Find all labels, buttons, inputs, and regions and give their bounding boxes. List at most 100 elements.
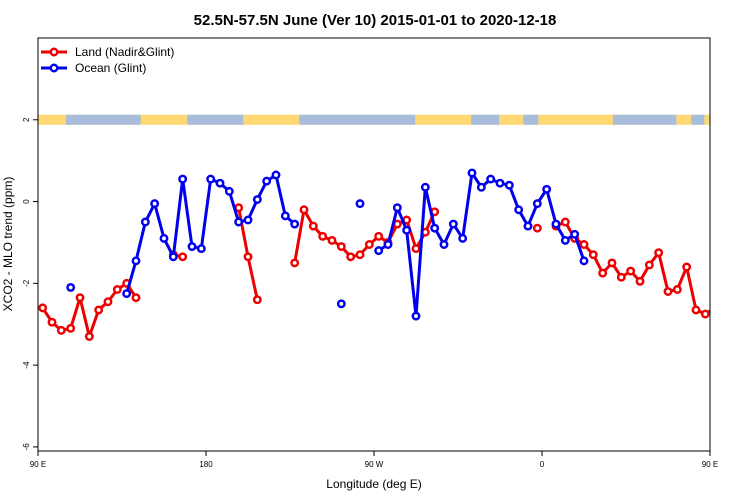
data-point xyxy=(364,240,374,249)
legend-marker xyxy=(49,63,59,73)
ocean-mask-segment xyxy=(691,114,705,125)
ocean-mask-segment xyxy=(66,114,141,125)
data-point xyxy=(262,176,272,186)
data-point xyxy=(551,219,561,229)
data-point xyxy=(374,246,384,256)
ocean-mask-segment xyxy=(727,115,750,125)
data-point xyxy=(411,244,421,254)
x-tick-label: 0 xyxy=(540,460,545,469)
x-axis-label: Longitude (deg E) xyxy=(326,477,421,491)
data-point xyxy=(682,262,692,272)
data-point xyxy=(514,205,524,215)
data-point xyxy=(308,221,318,231)
x-axis: 90 E 180 90 W 0 90 E xyxy=(30,451,718,469)
data-point xyxy=(66,323,76,333)
series-land-nadir-glint xyxy=(38,203,745,341)
land-ocean-mask xyxy=(38,114,750,125)
data-point xyxy=(467,168,477,178)
data-point xyxy=(252,295,262,305)
data-point xyxy=(271,170,281,180)
legend-item: Ocean (Glint) xyxy=(41,61,146,75)
x-tick-label: 180 xyxy=(199,460,213,469)
series-line xyxy=(555,220,710,316)
ocean-mask-segment xyxy=(471,114,500,125)
data-point xyxy=(532,223,542,233)
legend: Land (Nadir&Glint) Ocean (Glint) xyxy=(41,45,174,75)
data-point xyxy=(644,260,654,270)
data-point xyxy=(504,180,514,190)
data-point xyxy=(448,219,458,229)
data-point xyxy=(458,233,468,243)
data-point xyxy=(616,272,626,282)
data-point xyxy=(439,240,449,249)
data-point xyxy=(588,250,598,260)
series-line xyxy=(293,208,437,264)
series-line xyxy=(41,281,138,339)
series-line xyxy=(377,171,586,318)
data-point xyxy=(252,195,262,204)
y-axis: -6 -4 -2 0 2 xyxy=(22,117,38,450)
data-point xyxy=(178,252,188,262)
data-point xyxy=(84,332,94,341)
data-point xyxy=(243,252,253,262)
series-line xyxy=(125,173,296,294)
data-point xyxy=(75,293,85,303)
data-point xyxy=(700,309,710,319)
data-point xyxy=(532,199,542,209)
data-point xyxy=(654,248,664,258)
data-point xyxy=(103,297,113,307)
data-point xyxy=(411,311,421,321)
data-point xyxy=(187,242,197,251)
data-point xyxy=(402,225,412,235)
data-point xyxy=(739,325,745,331)
data-point xyxy=(122,289,132,299)
data-point xyxy=(486,174,496,184)
y-axis-label: XCO2 - MLO trend (ppm) xyxy=(1,177,15,312)
data-point xyxy=(290,258,300,268)
data-point xyxy=(327,235,337,245)
x-tick-label: 90 E xyxy=(702,460,718,469)
data-point xyxy=(579,256,589,266)
data-point xyxy=(523,221,533,231)
data-point xyxy=(626,266,636,276)
data-point xyxy=(66,282,76,292)
y-tick-label: -4 xyxy=(22,361,31,369)
data-point xyxy=(168,252,178,262)
data-point xyxy=(290,219,300,229)
data-point xyxy=(374,231,384,241)
data-point xyxy=(495,178,505,188)
data-point xyxy=(318,231,328,241)
data-point xyxy=(336,242,346,251)
x-tick-label: 90 E xyxy=(30,460,46,469)
data-point xyxy=(430,223,440,233)
data-point xyxy=(224,186,234,196)
legend-item: Land (Nadir&Glint) xyxy=(41,45,174,59)
data-point xyxy=(150,199,160,209)
data-point xyxy=(234,217,244,227)
data-point xyxy=(721,319,727,325)
data-point xyxy=(56,325,66,335)
data-point xyxy=(178,174,188,184)
data-point xyxy=(739,284,745,290)
data-point xyxy=(131,293,141,303)
legend-label: Land (Nadir&Glint) xyxy=(75,45,174,59)
data-point xyxy=(635,276,645,286)
data-point xyxy=(542,184,552,194)
data-point xyxy=(215,178,225,188)
data-point xyxy=(94,305,104,315)
legend-marker xyxy=(49,47,59,57)
data-point xyxy=(711,305,717,311)
data-point xyxy=(140,217,150,227)
data-point xyxy=(196,244,206,254)
ocean-mask-segment xyxy=(299,114,416,125)
data-point xyxy=(383,240,393,249)
data-point xyxy=(672,285,682,294)
data-point xyxy=(691,305,701,315)
chart-title: 52.5N-57.5N June (Ver 10) 2015-01-01 to … xyxy=(194,12,557,29)
legend-label: Ocean (Glint) xyxy=(75,61,146,75)
ocean-mask-segment xyxy=(612,114,677,125)
data-point xyxy=(280,211,290,221)
y-tick-label: -6 xyxy=(22,443,31,451)
data-point xyxy=(560,235,570,245)
